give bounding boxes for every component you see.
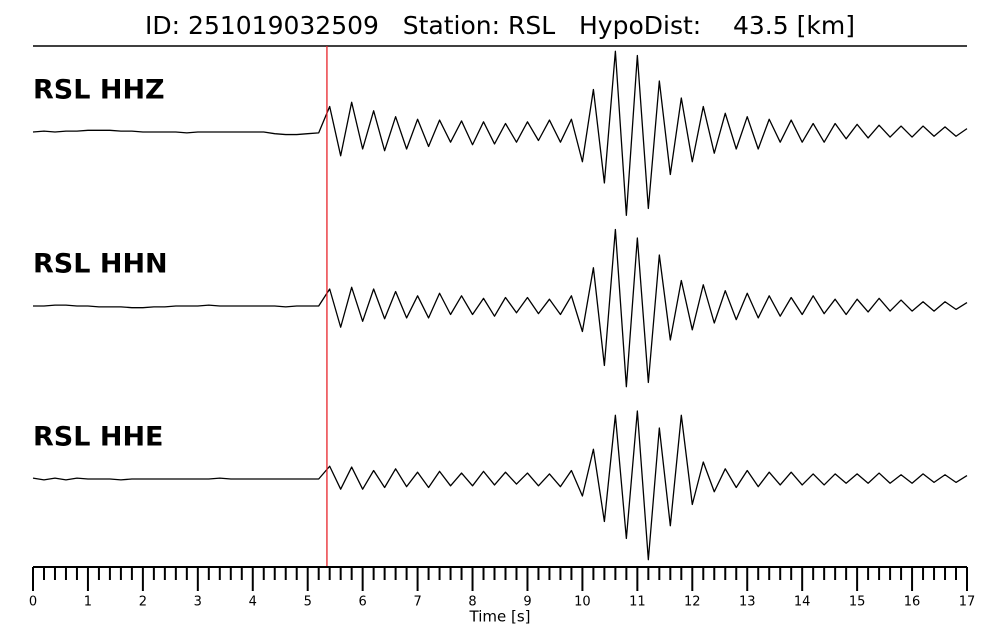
x-tick-label: 0 bbox=[29, 595, 37, 610]
channel-label: RSL HHE bbox=[33, 422, 163, 453]
channel-label: RSL HHN bbox=[33, 249, 168, 280]
trace bbox=[32, 410, 968, 561]
x-tick-label: 10 bbox=[574, 595, 591, 610]
x-tick-label: 16 bbox=[904, 595, 921, 610]
x-tick-label: 2 bbox=[139, 595, 147, 610]
x-tick-label: 6 bbox=[359, 595, 367, 610]
x-tick-label: 7 bbox=[413, 595, 421, 610]
x-tick-label: 13 bbox=[739, 595, 756, 610]
trace bbox=[32, 50, 968, 216]
x-tick-label: 9 bbox=[523, 595, 531, 610]
x-tick-label: 11 bbox=[629, 595, 646, 610]
chart-title: ID: 251019032509 Station: RSL HypoDist: … bbox=[145, 11, 855, 40]
x-tick-label: 14 bbox=[794, 595, 811, 610]
x-tick-label: 8 bbox=[468, 595, 476, 610]
x-tick-label: 1 bbox=[84, 595, 92, 610]
x-tick-label: 15 bbox=[849, 595, 866, 610]
channel-label: RSL HHZ bbox=[33, 75, 165, 106]
trace bbox=[33, 228, 968, 388]
x-axis-label: Time [s] bbox=[469, 608, 531, 626]
x-tick-label: 17 bbox=[959, 595, 976, 610]
x-tick-label: 3 bbox=[194, 595, 202, 610]
x-tick-label: 12 bbox=[684, 595, 701, 610]
x-tick-label: 5 bbox=[304, 595, 312, 610]
x-tick-label: 4 bbox=[249, 595, 257, 610]
